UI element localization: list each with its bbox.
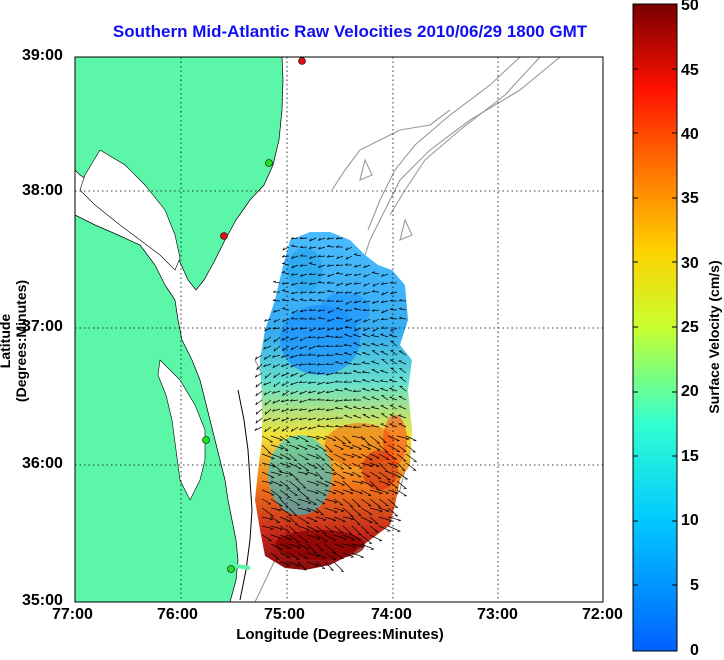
station-2 (221, 233, 228, 240)
station-north (299, 58, 306, 65)
station-1 (266, 160, 273, 167)
colorbar (633, 4, 677, 651)
station-3 (203, 437, 210, 444)
station-4 (228, 566, 235, 573)
